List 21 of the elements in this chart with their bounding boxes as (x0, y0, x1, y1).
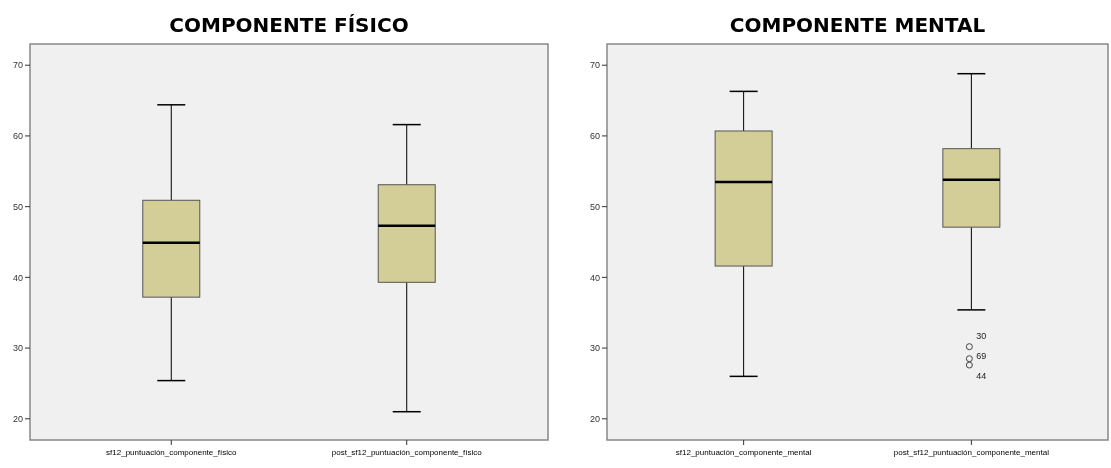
annotation: 44 (976, 371, 987, 382)
y-tick-label: 20 (589, 413, 600, 424)
chart-title: COMPONENTE MENTAL (729, 13, 986, 37)
y-tick-label: 40 (589, 272, 600, 283)
annotation: 30 (976, 330, 987, 341)
x-tick-label: sf12_puntuación_componente_físico (106, 448, 237, 457)
x-tick-label: post_sf12_puntuación_componente_físico (331, 448, 483, 457)
y-tick-label: 30 (589, 343, 600, 354)
y-tick-label: 60 (589, 131, 600, 142)
y-tick-label: 70 (589, 60, 600, 71)
y-tick-label: 50 (589, 201, 600, 212)
chart-title: COMPONENTE FÍSICO (169, 13, 409, 37)
y-tick-label: 50 (12, 201, 23, 212)
y-tick-label: 40 (12, 272, 23, 283)
y-tick-label: 70 (12, 60, 23, 71)
x-tick-label: post_sf12_puntuación_componente_mental (893, 448, 1050, 457)
x-tick-label: sf12_puntuación_componente_mental (675, 448, 812, 457)
annotation: 69 (976, 351, 987, 361)
y-tick-label: 30 (12, 343, 23, 354)
y-tick-label: 60 (12, 131, 23, 142)
y-tick-label: 20 (12, 413, 23, 424)
